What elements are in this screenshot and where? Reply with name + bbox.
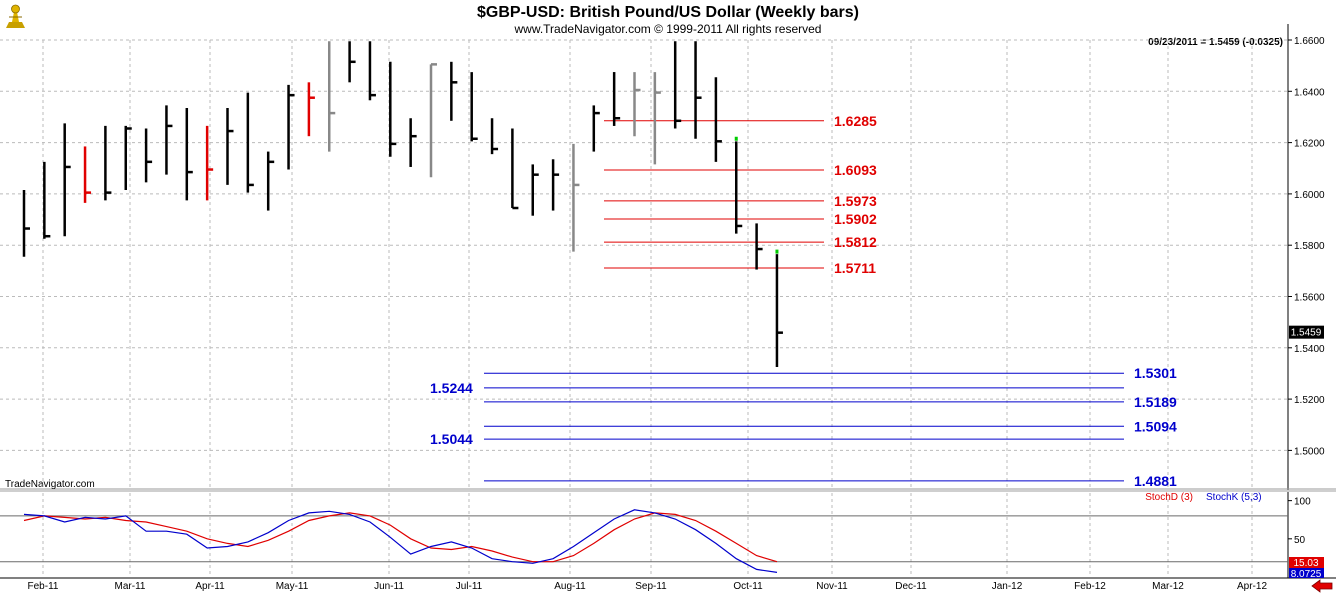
price-levels: 1.6285 1.6093 1.5973 1.5902 1.5812 1.5711 1.53… [430, 113, 1177, 489]
last-price-label: 1.5459 [1291, 328, 1322, 339]
y-tick-label: 1.6600 [1294, 36, 1325, 47]
support-level-label: 1.5301 [1134, 365, 1177, 381]
stochastic-panel [0, 509, 1288, 573]
x-tick-label: Oct-11 [733, 581, 763, 592]
x-tick-label: Feb-11 [28, 581, 59, 592]
resistance-level-label: 1.6093 [834, 162, 877, 178]
y-tick-label: 1.6400 [1294, 87, 1325, 98]
support-level-label: 1.5189 [1134, 394, 1177, 410]
x-tick-label: Jun-11 [374, 581, 404, 592]
price-readout: 09/23/2011 = 1.5459 (-0.0325) [1148, 37, 1283, 48]
y-tick-label: 1.6200 [1294, 139, 1325, 150]
x-tick-label: Apr-11 [195, 581, 225, 592]
x-tick-label: Sep-11 [635, 581, 667, 592]
stoch-value-badge: 15.03 8.0725 [1289, 557, 1324, 580]
last-price-badge: 1.5459 [1289, 325, 1324, 339]
x-tick-label: Jan-12 [992, 581, 1023, 592]
y-tick-label: 1.5000 [1294, 446, 1325, 457]
trade-navigator-logo-icon [4, 3, 26, 29]
chart-subtitle: www.TradeNavigator.com © 1999-2011 All r… [514, 22, 822, 36]
x-tick-label: May-11 [276, 581, 309, 592]
watermark-label: TradeNavigator.com [5, 479, 95, 490]
y-tick-label: 1.5800 [1294, 241, 1325, 252]
x-tick-label: Mar-11 [115, 581, 146, 592]
y-tick-label: 1.6000 [1294, 190, 1325, 201]
axis-labels: Feb-11 Mar-11 Apr-11 May-11 Jun-11 Jul-11 Aug-… [28, 36, 1326, 592]
x-tick-label: Mar-12 [1152, 581, 1184, 592]
stoch-y-tick-label: 50 [1294, 535, 1306, 546]
x-tick-label: Feb-12 [1074, 581, 1106, 592]
support-level-label: 1.5244 [430, 380, 473, 396]
x-tick-label: Aug-11 [554, 581, 586, 592]
support-level-label: 1.5094 [1134, 418, 1177, 434]
stochd-line [23, 512, 778, 563]
y-tick-label: 1.5200 [1294, 395, 1325, 406]
support-level-label: 1.5044 [430, 431, 473, 447]
y-tick-label: 1.5400 [1294, 344, 1325, 355]
resistance-level-label: 1.5711 [834, 260, 876, 276]
x-tick-label: Dec-11 [895, 581, 927, 592]
y-tick-label: 1.5600 [1294, 293, 1325, 304]
scroll-right-arrow-icon[interactable] [1311, 579, 1333, 593]
support-level-label: 1.4881 [1134, 473, 1177, 489]
resistance-level-label: 1.5973 [834, 193, 877, 209]
resistance-level-label: 1.6285 [834, 113, 877, 129]
stochk-line [23, 509, 778, 573]
resistance-level-label: 1.5812 [834, 234, 877, 250]
price-bars [22, 41, 783, 368]
grid-lines [0, 39, 1288, 577]
stochk-last-value: 8.0725 [1291, 569, 1322, 580]
chart-title: $GBP-USD: British Pound/US Dollar (Weekl… [477, 4, 859, 21]
x-tick-label: Apr-12 [1237, 581, 1267, 592]
x-tick-label: Jul-11 [456, 581, 483, 592]
stoch-y-tick-label: 100 [1294, 497, 1311, 508]
stochd-last-value: 15.03 [1293, 558, 1318, 569]
stochk-legend: StochK (5,3) [1206, 492, 1262, 503]
resistance-level-label: 1.5902 [834, 211, 877, 227]
x-tick-label: Nov-11 [816, 581, 848, 592]
stochd-legend: StochD (3) [1145, 492, 1193, 503]
